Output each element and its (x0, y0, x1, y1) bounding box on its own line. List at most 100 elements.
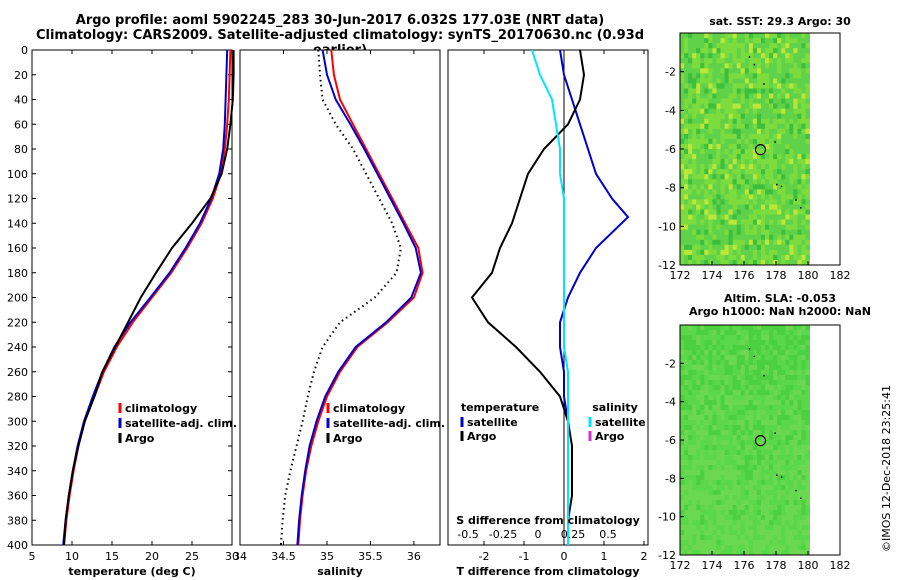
heatmap-cell (748, 244, 754, 251)
heatmap-cell (696, 500, 701, 506)
heatmap-cell (760, 370, 766, 376)
heatmap-cell (797, 184, 802, 190)
heatmap-cell (680, 365, 685, 371)
heatmap-cell (793, 385, 798, 391)
heatmap-cell (740, 470, 746, 476)
heatmap-cell (732, 410, 738, 416)
heatmap-cell (692, 249, 697, 256)
ytick-label: -10 (658, 511, 676, 524)
heatmap-cell (744, 335, 750, 341)
heatmap-cell (712, 229, 717, 236)
heatmap-cell (797, 123, 802, 130)
heatmap-cell (752, 550, 758, 556)
heatmap-cell (724, 108, 729, 115)
heatmap-cell (773, 174, 778, 180)
heatmap-cell (797, 415, 802, 421)
heatmap-cell (696, 490, 701, 496)
heatmap-cell (769, 154, 774, 160)
heatmap-cell (716, 505, 721, 511)
heatmap-cell (728, 204, 734, 210)
heatmap-cell (760, 259, 766, 266)
heatmap-cell (765, 98, 770, 105)
heatmap-cell (700, 505, 705, 511)
heatmap-cell (748, 345, 754, 351)
heatmap-cell (797, 48, 802, 54)
heatmap-cell (688, 340, 693, 346)
salinity-series-climatology (297, 49, 424, 546)
heatmap-cell (720, 525, 725, 531)
heatmap-cell (740, 390, 746, 396)
heatmap-cell (797, 340, 802, 346)
heatmap-cell (700, 224, 705, 231)
heatmap-cell (692, 103, 697, 110)
heatmap-cell (760, 113, 766, 120)
heatmap-cell (769, 520, 774, 526)
heatmap-cell (704, 490, 709, 496)
heatmap-cell (728, 174, 734, 180)
heatmap-cell (740, 38, 746, 44)
heatmap-cell (720, 425, 725, 431)
heatmap-cell (688, 249, 693, 256)
heatmap-cell (724, 43, 729, 49)
heatmap-cell (756, 179, 762, 185)
heatmap-cell (748, 133, 754, 140)
heatmap-cell (716, 194, 721, 200)
heatmap-cell (704, 355, 709, 361)
heatmap-cell (801, 43, 806, 49)
sla-map-title-line2: Argo h1000: NaN h2000: NaN (688, 305, 872, 318)
heatmap-cell (680, 435, 685, 441)
heatmap-cell (773, 385, 778, 391)
heatmap-cell (700, 325, 705, 331)
heatmap-cell (781, 430, 786, 436)
heatmap-cell (744, 68, 750, 74)
heatmap-cell (688, 395, 693, 401)
heatmap-cell (773, 259, 778, 266)
heatmap-cell (773, 405, 778, 411)
heatmap-cell (680, 455, 685, 461)
heatmap-cell (728, 500, 734, 506)
xtick-label: 176 (734, 559, 755, 572)
heatmap-cell (760, 415, 766, 421)
heatmap-cell (700, 259, 705, 266)
heatmap-cell (708, 244, 713, 251)
heatmap-cell (785, 219, 790, 226)
heatmap-cell (724, 259, 729, 266)
heatmap-cell (765, 325, 770, 331)
heatmap-cell (797, 405, 802, 411)
heatmap-cell (748, 550, 754, 556)
heatmap-cell (716, 53, 721, 59)
heatmap-cell (789, 510, 794, 516)
heatmap-cell (756, 209, 762, 215)
heatmap-cell (708, 194, 713, 200)
heatmap-cell (680, 239, 685, 246)
heatmap-cell (769, 38, 774, 44)
heatmap-cell (789, 370, 794, 376)
heatmap-cell (732, 98, 738, 105)
heatmap-cell (760, 375, 766, 381)
heatmap-cell (728, 209, 734, 215)
heatmap-cell (785, 505, 790, 511)
heatmap-cell (736, 229, 742, 236)
heatmap-cell (724, 520, 729, 526)
heatmap-cell (728, 169, 734, 175)
heatmap-cell (773, 98, 778, 105)
heatmap-cell (720, 154, 725, 160)
heatmap-cell (785, 400, 790, 406)
heatmap-cell (785, 500, 790, 506)
heatmap-cell (760, 545, 766, 551)
heatmap-cell (805, 154, 810, 160)
heatmap-cell (708, 475, 713, 481)
heatmap-cell (716, 164, 721, 170)
heatmap-cell (756, 244, 762, 251)
heatmap-cell (704, 385, 709, 391)
heatmap-cell (777, 550, 782, 556)
heatmap-cell (688, 33, 693, 39)
heatmap-cell (704, 360, 709, 366)
heatmap-cell (769, 330, 774, 336)
heatmap-cell (765, 169, 770, 175)
heatmap-cell (756, 138, 762, 145)
heatmap-cell (760, 244, 766, 251)
heatmap-cell (769, 380, 774, 386)
heatmap-cell (797, 510, 802, 516)
heatmap-cell (692, 108, 697, 115)
